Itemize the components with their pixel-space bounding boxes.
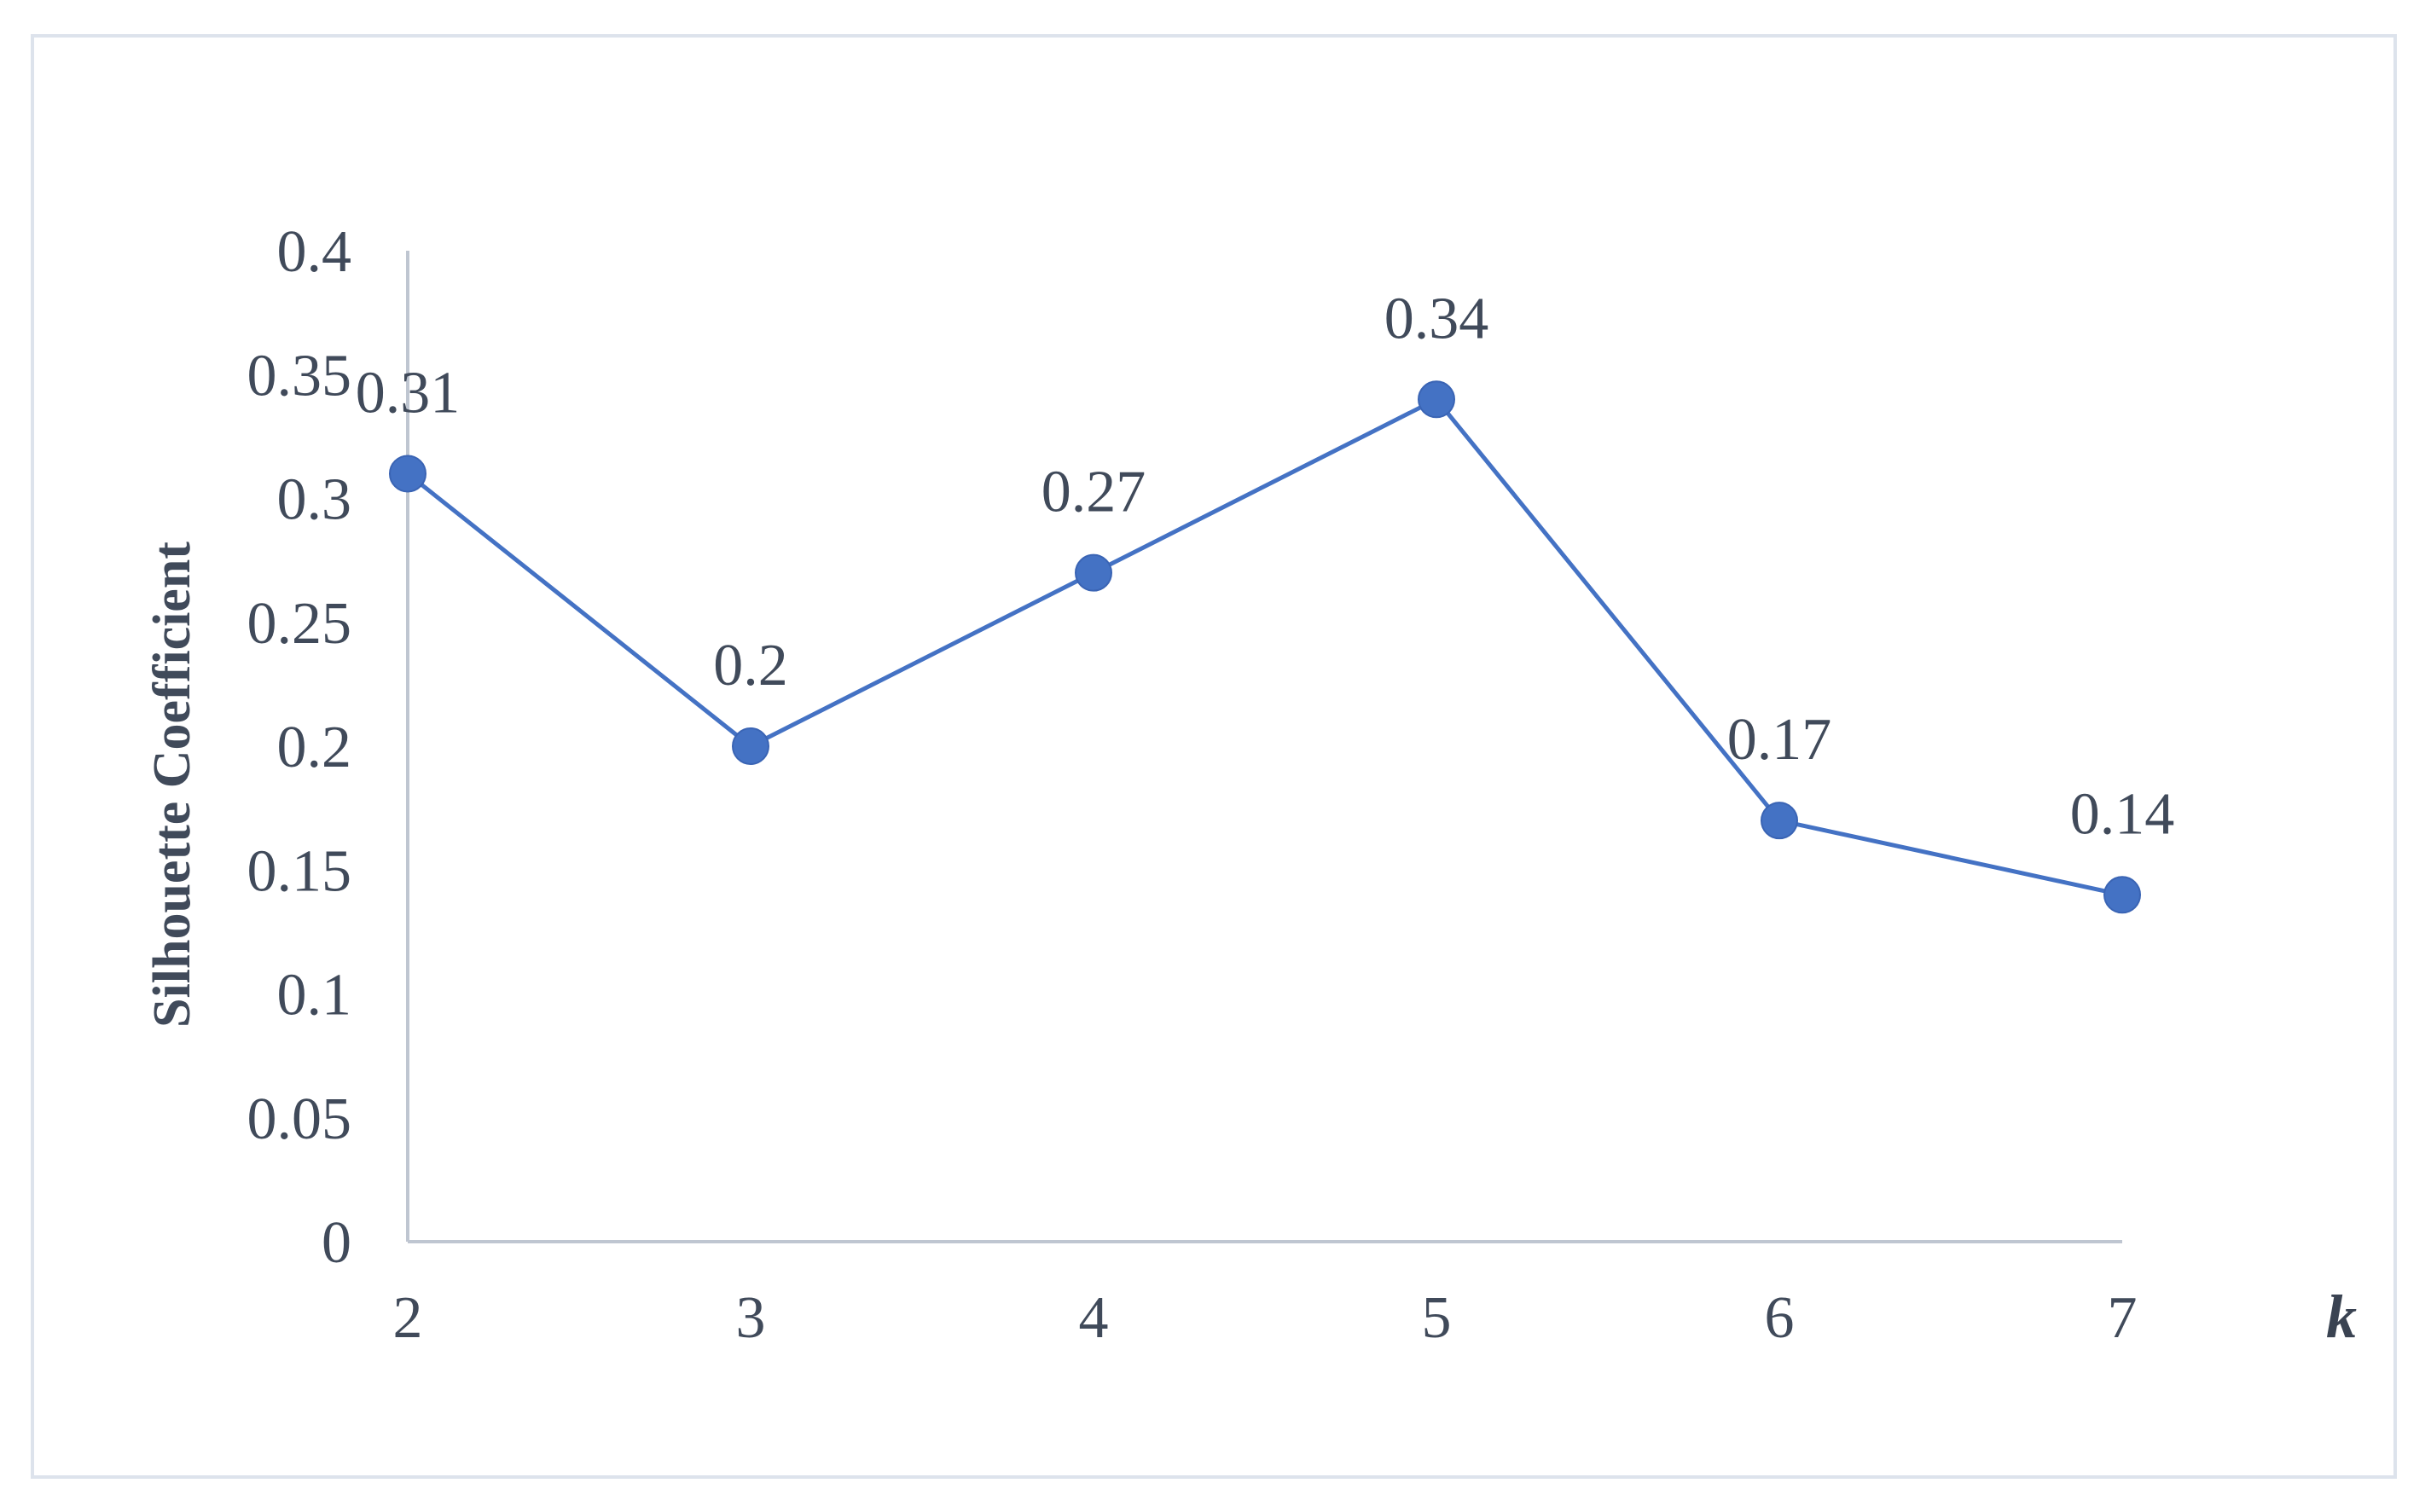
data-point xyxy=(732,727,769,765)
data-point xyxy=(1761,802,1798,840)
data-point xyxy=(1418,380,1455,419)
y-tick-label: 0.15 xyxy=(247,838,352,904)
y-axis-label: Silhouette Coefficient xyxy=(143,542,201,1028)
y-tick-label: 0.05 xyxy=(247,1086,352,1152)
data-label: 0.27 xyxy=(1041,460,1146,525)
chart-frame xyxy=(31,34,2397,1479)
x-tick-label: 6 xyxy=(1765,1285,1795,1351)
data-label: 0.14 xyxy=(2070,781,2175,847)
x-tick-labels: 2 3 4 5 6 7 xyxy=(393,1285,2138,1351)
x-tick-label: 2 xyxy=(393,1285,423,1351)
x-axis-label: k xyxy=(2326,1283,2357,1351)
data-label: 0.34 xyxy=(1384,286,1489,351)
data-label: 0.2 xyxy=(713,633,788,698)
data-point xyxy=(2103,876,2141,914)
x-tick-label: 5 xyxy=(1422,1285,1452,1351)
y-tick-label: 0.35 xyxy=(247,343,352,408)
y-tick-label: 0.1 xyxy=(277,963,352,1028)
x-tick-label: 4 xyxy=(1079,1285,1109,1351)
y-tick-label: 0.4 xyxy=(277,219,352,285)
data-point xyxy=(1075,553,1112,592)
y-tick-label: 0 xyxy=(322,1210,351,1276)
data-point xyxy=(389,455,426,493)
y-tick-labels: 0 0.05 0.1 0.15 0.2 0.25 0.3 0.35 0.4 xyxy=(247,219,352,1276)
axes xyxy=(406,251,2122,1243)
x-tick-label: 7 xyxy=(2108,1285,2138,1351)
series-line xyxy=(406,397,2123,897)
y-tick-label: 0.3 xyxy=(277,467,352,533)
data-label: 0.31 xyxy=(356,360,461,426)
series-group xyxy=(389,380,2141,914)
y-tick-label: 0.25 xyxy=(247,591,352,657)
x-tick-label: 3 xyxy=(736,1285,766,1351)
y-tick-label: 0.2 xyxy=(277,715,352,780)
data-labels: 0.31 0.2 0.27 0.34 0.17 0.14 xyxy=(356,286,2175,847)
data-label: 0.17 xyxy=(1727,707,1832,773)
